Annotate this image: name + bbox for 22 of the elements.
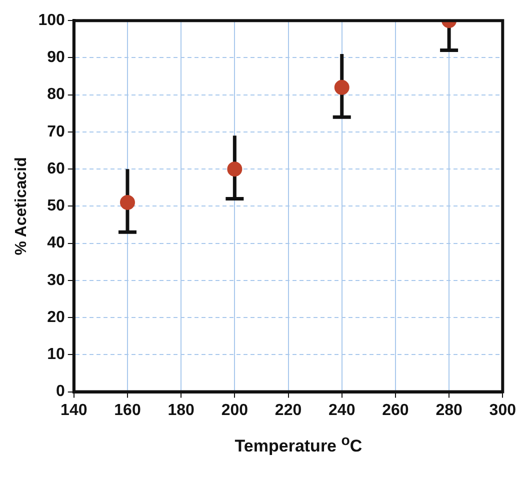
x-tick-label: 220 — [274, 402, 302, 419]
x-tick-label: 300 — [489, 402, 516, 419]
x-tick-label: 260 — [382, 402, 409, 419]
y-tick-label: 100 — [38, 12, 65, 30]
x-tick-label: 140 — [60, 402, 88, 419]
x-tick-label: 240 — [328, 402, 356, 419]
x-tick-label: 180 — [168, 402, 195, 419]
x-tick-label: 200 — [221, 402, 248, 419]
y-tick-label: 0 — [56, 383, 65, 400]
y-tick-label: 50 — [47, 198, 65, 215]
y-tick-label: 70 — [47, 123, 65, 140]
x-tick-label: 160 — [114, 402, 141, 419]
y-tick-label: 30 — [47, 272, 65, 289]
y-tick-label: 60 — [47, 160, 65, 178]
x-axis-title: Temperature $^{o}$C — [234, 433, 364, 457]
y-tick-label: 90 — [47, 49, 65, 66]
x-tick-label: 280 — [436, 402, 463, 419]
y-tick-label: 40 — [47, 234, 65, 252]
y-tick-label: 10 — [47, 346, 65, 364]
y-axis-title: % Aceticacid — [13, 157, 30, 256]
y-tick-label: 20 — [47, 308, 65, 326]
y-tick-label: 80 — [47, 86, 65, 104]
